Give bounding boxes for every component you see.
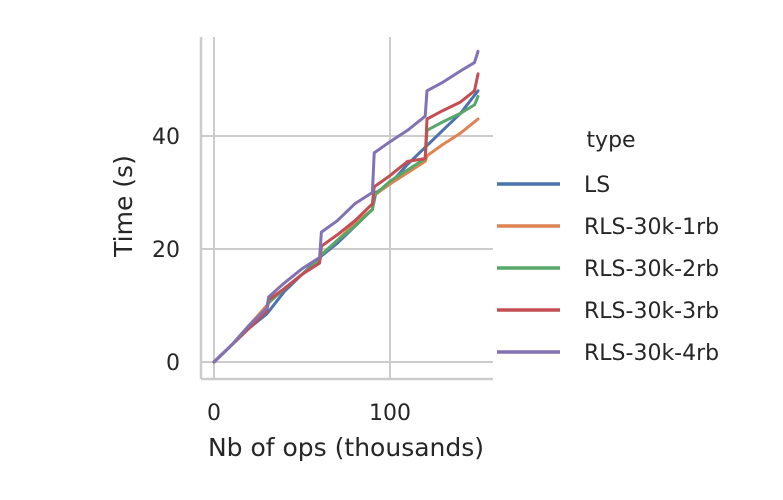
- x-tick-label: 100: [369, 401, 411, 426]
- legend: type LS RLS-30k-1rb RLS-30k-2rb RLS-30k-3rb…: [497, 128, 719, 366]
- legend-label: LS: [584, 173, 610, 198]
- y-tick-label: 40: [152, 125, 180, 150]
- legend-label: RLS-30k-3rb: [584, 299, 719, 324]
- y-tick-label: 20: [152, 238, 180, 263]
- x-tick-label: 0: [207, 401, 221, 426]
- legend-label: RLS-30k-2rb: [584, 257, 719, 282]
- y-axis-title: Time (s): [109, 155, 138, 258]
- axis-spines: [199, 37, 493, 381]
- legend-label: RLS-30k-1rb: [584, 215, 719, 240]
- tick-labels: 0 100 0 20 40: [152, 125, 411, 426]
- x-axis-title: Nb of ops (thousands): [208, 433, 484, 462]
- legend-title: type: [586, 128, 635, 153]
- series-lines: [212, 49, 480, 364]
- y-tick-label: 0: [166, 351, 180, 376]
- series-line-rls-30k-4rb: [212, 49, 480, 364]
- grid-lines: [201, 37, 493, 379]
- legend-label: RLS-30k-4rb: [584, 341, 719, 366]
